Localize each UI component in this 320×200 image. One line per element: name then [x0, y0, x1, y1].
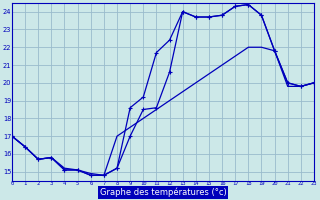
X-axis label: Graphe des températures (°c): Graphe des températures (°c) [100, 188, 226, 197]
